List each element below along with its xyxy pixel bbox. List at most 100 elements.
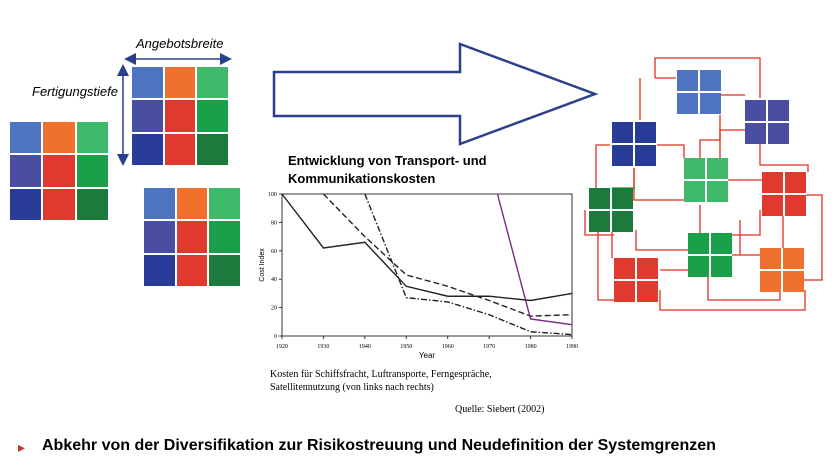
network-link-18 [707, 275, 781, 301]
network-block-cell [707, 181, 728, 202]
network-link-1 [654, 57, 761, 98]
grid-cell [164, 67, 196, 99]
y-tick-label: 20 [271, 306, 277, 312]
network-block-cell [768, 100, 789, 121]
grid-cell [10, 155, 42, 187]
network-block-cell [700, 70, 721, 91]
network-link-7 [595, 144, 610, 188]
network-block-cell [612, 211, 633, 232]
grid-cell [176, 254, 208, 286]
grid-cell [144, 221, 175, 253]
grid-cell [132, 100, 163, 132]
grid-cell [132, 67, 163, 99]
grid-bottom [144, 188, 240, 286]
grid-cell [76, 122, 108, 154]
network-block-cell [760, 271, 781, 292]
y-tick-label: 100 [268, 192, 277, 198]
grid-cell [176, 221, 208, 253]
chart-caption: Kosten für Schiffsfracht, Luftransporte,… [270, 368, 492, 394]
network-block-cell [707, 158, 728, 179]
network-link-25 [720, 210, 761, 236]
grid-cell [176, 188, 208, 220]
network-block-cell [635, 122, 656, 143]
network-block-cell [635, 145, 656, 166]
network-link-10 [633, 168, 700, 201]
network-link-9 [612, 168, 635, 189]
grid-cell [144, 188, 175, 220]
network-block-cell [677, 93, 698, 114]
bullet-marker-icon: ▸ [18, 439, 26, 455]
angebotsbreite-label: Angebotsbreite [136, 36, 224, 51]
network-block-cell [612, 188, 633, 209]
grid-cell [43, 188, 75, 220]
fertigungstiefe-label: Fertigungstiefe [32, 84, 118, 99]
network-link-13 [803, 194, 823, 281]
network-block-cell [612, 145, 633, 166]
network-link-6 [699, 115, 721, 158]
network-link-20 [719, 129, 745, 160]
grid-cell [197, 133, 228, 165]
network-block-cell [684, 181, 705, 202]
series-line-3 [364, 193, 573, 336]
chart-title: Entwicklung von Transport- und Kommunika… [288, 153, 487, 186]
caption-line-1: Kosten für Schiffsfracht, Luftransporte,… [270, 369, 492, 380]
network-block-cell [762, 172, 783, 193]
network-link-8 [657, 144, 685, 158]
network-block-cell [589, 188, 610, 209]
network-block-cell [612, 122, 633, 143]
network-block-cell [688, 233, 709, 254]
grid-cell [164, 133, 196, 165]
grid-cell [209, 254, 240, 286]
x-tick-label: 1940 [359, 344, 371, 350]
network-block-cell [589, 211, 610, 232]
network-block-cell [677, 70, 698, 91]
grid-angebot [132, 67, 228, 165]
conclusion-text: Abkehr von der Diversifikation zur Risik… [42, 437, 716, 454]
network-block-cell [768, 123, 789, 144]
network-block-cell [783, 271, 804, 292]
x-tick-label: 1980 [525, 344, 537, 350]
plot-frame [281, 193, 573, 337]
network-link-5 [759, 142, 809, 172]
network-link-22 [659, 290, 806, 311]
y-tick-label: 0 [274, 334, 277, 340]
network-block-cell [745, 123, 766, 144]
grid-cell [132, 133, 163, 165]
grid-cell [197, 100, 228, 132]
network-link-21 [597, 215, 614, 301]
chart-source: Quelle: Siebert (2002) [455, 404, 545, 415]
y-axis-label: Cost Index [259, 248, 266, 282]
grid-cell [76, 188, 108, 220]
network-link-14 [584, 210, 614, 236]
network-block-cell [684, 158, 705, 179]
network-block-cell [745, 100, 766, 121]
grid-cell [10, 188, 42, 220]
network-block-cell [700, 93, 721, 114]
grid-cell [76, 155, 108, 187]
grid-left [10, 122, 108, 220]
x-tick-label: 1960 [442, 344, 454, 350]
grid-cell [10, 122, 42, 154]
cost-index-chart: 1920 1930 1940 1950 1960 1970 1980 1990 0 20 40 60 8… [259, 192, 578, 360]
y-tick-label: 80 [271, 220, 277, 226]
network-block-cell [614, 281, 635, 302]
x-tick-label: 1950 [400, 344, 412, 350]
network-block-cell [637, 258, 658, 279]
network-block-cell [637, 281, 658, 302]
x-tick-label: 1930 [317, 344, 329, 350]
caption-line-2: Satellitennutzung (von links nach rechts… [270, 382, 434, 393]
network-block-cell [760, 248, 781, 269]
network-block-cell [614, 258, 635, 279]
y-tick-label: 40 [271, 277, 277, 283]
x-tick-label: 1920 [276, 344, 288, 350]
x-tick-label: 1970 [483, 344, 495, 350]
series-line-2 [322, 193, 573, 317]
grid-cell [209, 221, 240, 253]
network-block-cell [762, 195, 783, 216]
grid-cell [43, 155, 75, 187]
network-block-cell [711, 256, 732, 277]
grid-cell [197, 67, 228, 99]
network-block-cell [783, 248, 804, 269]
